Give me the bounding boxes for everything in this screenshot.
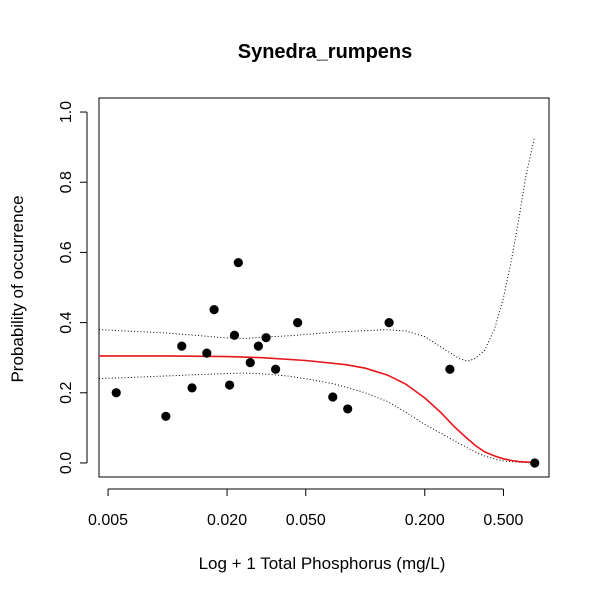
data-point bbox=[202, 348, 212, 358]
x-tick-label: 0.200 bbox=[405, 512, 445, 529]
data-point bbox=[271, 364, 281, 374]
x-axis-label: Log + 1 Total Phosphorus (mg/L) bbox=[199, 554, 446, 573]
y-axis-label: Probability of occurrence bbox=[8, 195, 27, 382]
data-point bbox=[225, 380, 235, 390]
x-tick-label: 0.050 bbox=[286, 512, 326, 529]
data-point bbox=[445, 364, 455, 374]
y-tick-label: 0.8 bbox=[58, 171, 75, 193]
fitted-curve bbox=[99, 355, 535, 464]
x-axis: 0.005 0.020 0.050 0.200 0.500 bbox=[88, 488, 524, 529]
data-point bbox=[293, 317, 303, 328]
y-tick-label: 0.0 bbox=[58, 452, 75, 474]
data-point bbox=[209, 305, 219, 315]
y-tick-label: 1.0 bbox=[58, 101, 75, 123]
data-point bbox=[530, 458, 540, 468]
data-point bbox=[328, 392, 338, 402]
fit-line bbox=[99, 355, 535, 464]
data-point bbox=[233, 257, 243, 268]
data-point bbox=[187, 383, 197, 393]
chart-title: Synedra_rumpens bbox=[238, 41, 413, 63]
data-point bbox=[343, 404, 353, 414]
y-tick-label: 0.2 bbox=[58, 382, 75, 404]
data-point bbox=[111, 388, 121, 398]
plot-frame bbox=[98, 97, 550, 478]
x-tick-label: 0.500 bbox=[483, 512, 523, 529]
y-tick-label: 0.4 bbox=[58, 311, 75, 333]
data-point bbox=[253, 341, 263, 351]
observed-points bbox=[111, 257, 540, 468]
data-point bbox=[245, 357, 255, 368]
ci-upper-line bbox=[98, 136, 536, 362]
data-point bbox=[177, 341, 187, 351]
data-point bbox=[261, 333, 271, 343]
data-point bbox=[384, 317, 394, 328]
y-tick-label: 0.6 bbox=[58, 241, 75, 263]
data-point bbox=[161, 411, 171, 421]
y-axis: 0.0 0.2 0.4 0.6 0.8 1.0 bbox=[58, 101, 88, 474]
x-tick-label: 0.005 bbox=[88, 512, 128, 529]
confidence-band bbox=[98, 136, 536, 464]
x-tick-label: 0.020 bbox=[207, 512, 247, 529]
data-point bbox=[229, 330, 240, 340]
